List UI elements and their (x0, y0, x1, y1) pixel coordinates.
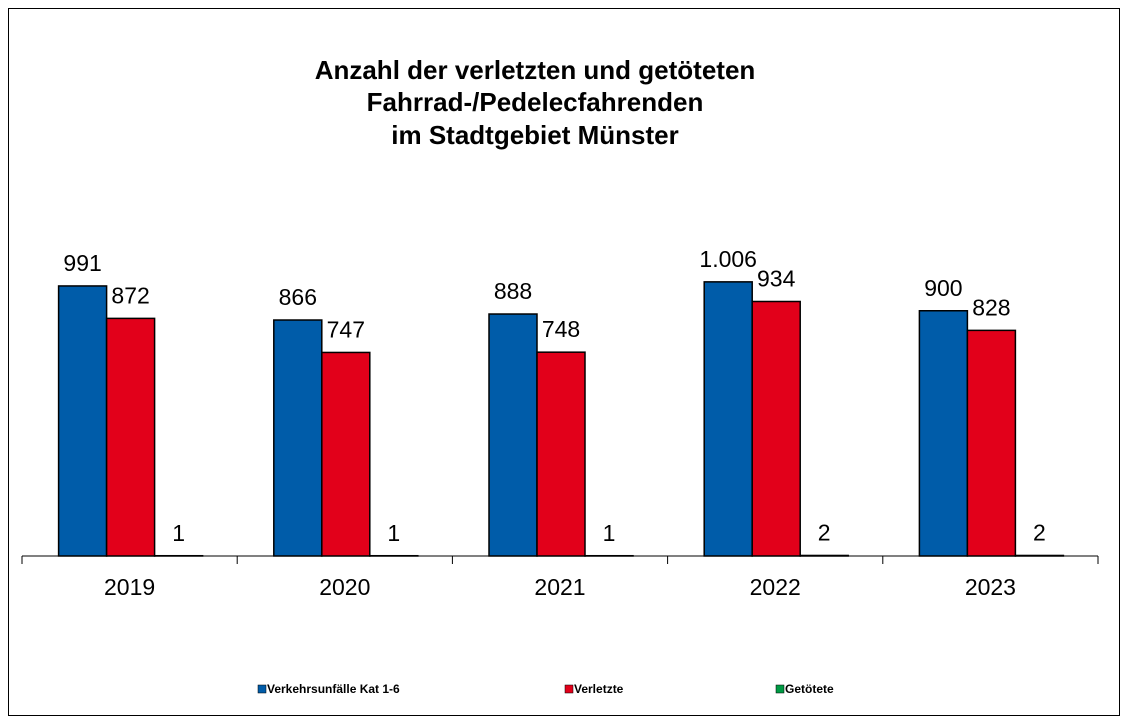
legend-label: Verkehrsunfälle Kat 1-6 (267, 682, 400, 696)
value-label: 1 (172, 520, 185, 546)
bar (703, 281, 753, 557)
bar (918, 310, 969, 557)
legend-label: Getötete (785, 682, 834, 696)
legend-label: Verletzte (574, 682, 624, 696)
value-label: 991 (63, 250, 101, 276)
chart-title: im Stadtgebiet Münster (391, 120, 678, 150)
value-label: 1 (603, 520, 616, 546)
value-label: 888 (494, 278, 532, 304)
value-label: 2 (818, 520, 831, 546)
bar (536, 351, 586, 557)
value-label: 828 (972, 294, 1010, 320)
legend-marker (257, 684, 267, 694)
x-tick-label: 2020 (319, 574, 370, 600)
legend-marker (775, 684, 785, 694)
bar (966, 329, 1017, 557)
value-label: 1.006 (699, 246, 757, 272)
chart-title: Fahrrad-/Pedelecfahrenden (367, 87, 704, 117)
x-tick-label: 2019 (104, 574, 155, 600)
value-label: 866 (279, 284, 317, 310)
x-tick-label: 2021 (534, 574, 585, 600)
value-label: 747 (327, 317, 365, 343)
value-label: 1 (387, 520, 400, 546)
bar (488, 313, 538, 557)
bar (105, 317, 156, 557)
x-tick-label: 2022 (750, 574, 801, 600)
value-label: 748 (542, 316, 580, 342)
value-label: 872 (111, 282, 149, 308)
legend-marker (564, 684, 574, 694)
bar (57, 285, 108, 557)
x-tick-label: 2023 (965, 574, 1016, 600)
value-label: 900 (924, 275, 962, 301)
value-label: 2 (1033, 520, 1046, 546)
chart-title: Anzahl der verletzten und getöteten (315, 55, 756, 85)
value-label: 934 (757, 266, 796, 292)
bar (751, 300, 801, 557)
bar (321, 351, 371, 557)
bar (273, 319, 323, 557)
